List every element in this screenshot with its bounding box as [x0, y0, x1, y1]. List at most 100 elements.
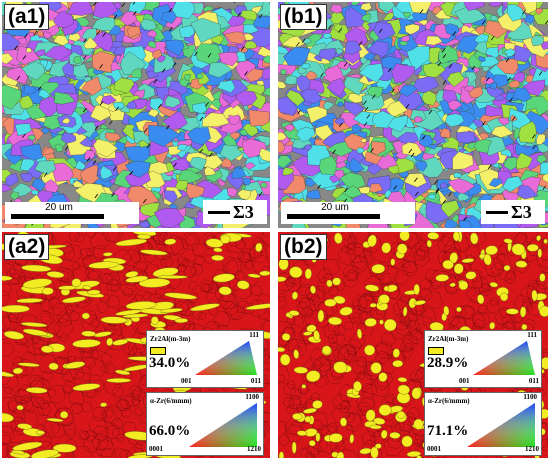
grain	[500, 149, 512, 158]
grain	[300, 88, 323, 104]
twin-boundary	[364, 106, 369, 112]
twin-boundary	[366, 114, 371, 119]
ipf-triangle-key	[189, 403, 257, 447]
zr2al-particle	[308, 440, 316, 447]
matrix-grain-boundary	[40, 312, 52, 324]
twin-boundary	[471, 65, 476, 71]
ipf-map-a1: (a1) 20 um Σ3	[2, 2, 270, 228]
grain	[187, 127, 211, 146]
matrix-grain-boundary	[410, 433, 423, 446]
matrix-grain-boundary	[39, 298, 53, 312]
grain	[516, 152, 533, 170]
matrix-grain-boundary	[71, 261, 81, 271]
zr2al-particle	[499, 292, 509, 302]
grain	[323, 101, 334, 110]
phase-name: Zr2Al(m-3m)	[428, 335, 469, 343]
matrix-grain-boundary	[339, 343, 357, 361]
matrix-grain-boundary	[112, 447, 129, 458]
grain	[147, 70, 159, 79]
grain	[502, 175, 523, 193]
matrix-grain-boundary	[46, 321, 61, 335]
grain	[177, 144, 188, 152]
matrix-grain-boundary	[345, 243, 357, 255]
grain	[453, 172, 462, 178]
grain	[81, 76, 103, 96]
zr2al-particle	[46, 271, 65, 278]
grain	[124, 170, 151, 187]
grain	[66, 2, 95, 16]
grain	[322, 33, 333, 39]
matrix-grain-boundary	[425, 269, 440, 283]
ipf-grain-texture	[278, 2, 548, 228]
zr2al-particle	[435, 274, 449, 282]
twin-boundary	[99, 64, 103, 69]
grain	[262, 87, 270, 97]
zr2al-particle	[397, 377, 408, 383]
ipf-corner-1100: 1100	[245, 393, 259, 401]
twin-boundary	[14, 45, 18, 51]
matrix-grain-boundary	[105, 425, 121, 440]
zr2al-particle	[315, 432, 321, 442]
matrix-grain-boundary	[63, 384, 73, 394]
grain	[201, 112, 230, 127]
matrix-grain-boundary	[197, 312, 207, 321]
phase-swatch	[150, 347, 166, 355]
twin-boundary	[410, 152, 415, 158]
matrix-grain-boundary	[242, 248, 256, 261]
matrix-grain-boundary	[259, 319, 270, 334]
grain	[34, 49, 46, 57]
grain	[487, 2, 503, 8]
grain	[137, 140, 150, 148]
grain	[6, 66, 28, 85]
matrix-grain-boundary	[254, 240, 268, 253]
twin-boundary	[207, 53, 212, 58]
matrix-grain-boundary	[4, 268, 23, 285]
zr2al-particle	[125, 275, 149, 283]
zr2al-particle	[519, 306, 527, 318]
zr2al-particle	[35, 430, 45, 435]
zr2al-particle	[279, 353, 291, 366]
zr2al-particle	[46, 418, 64, 422]
matrix-grain-boundary	[204, 254, 215, 265]
twin-boundary	[301, 38, 306, 43]
grain	[99, 165, 113, 179]
matrix-grain-boundary	[244, 260, 254, 270]
grain	[419, 133, 434, 148]
matrix-grain-boundary	[155, 249, 167, 261]
matrix-grain-boundary	[381, 332, 396, 347]
grain	[319, 155, 337, 175]
matrix-grain-boundary	[396, 417, 412, 432]
zr2al-particle	[52, 443, 77, 453]
grain	[402, 11, 411, 19]
grain	[386, 100, 409, 118]
zr2al-particle	[306, 370, 321, 383]
twin-boundary	[532, 144, 536, 150]
zr2al-particle	[397, 384, 410, 395]
zr2al-particle	[333, 361, 348, 374]
matrix-grain-boundary	[332, 345, 350, 363]
twin-boundary	[542, 185, 547, 190]
ipf-corner-011: 011	[528, 377, 539, 385]
matrix-grain-boundary	[292, 315, 304, 327]
zr2al-particle	[456, 306, 462, 313]
grain	[74, 159, 86, 170]
zr2al-particle	[531, 289, 538, 302]
matrix-grain-boundary	[406, 406, 420, 421]
matrix-grain-boundary	[362, 383, 378, 399]
matrix-grain-boundary	[127, 347, 145, 363]
zr2al-particle	[247, 273, 261, 278]
twin-boundary	[111, 192, 115, 197]
matrix-grain-boundary	[10, 416, 27, 433]
ipf-corner-111: 111	[249, 331, 259, 339]
grain	[456, 131, 476, 144]
twin-boundary	[442, 199, 447, 205]
grain	[512, 87, 532, 102]
matrix-grain-boundary	[496, 253, 506, 263]
zr2al-particle	[477, 294, 485, 305]
matrix-grain-boundary	[480, 283, 491, 293]
grain	[373, 22, 396, 41]
grain	[31, 178, 46, 192]
twin-boundary	[24, 33, 28, 39]
zr2al-particle	[17, 423, 33, 430]
matrix-grain-boundary	[352, 312, 363, 323]
